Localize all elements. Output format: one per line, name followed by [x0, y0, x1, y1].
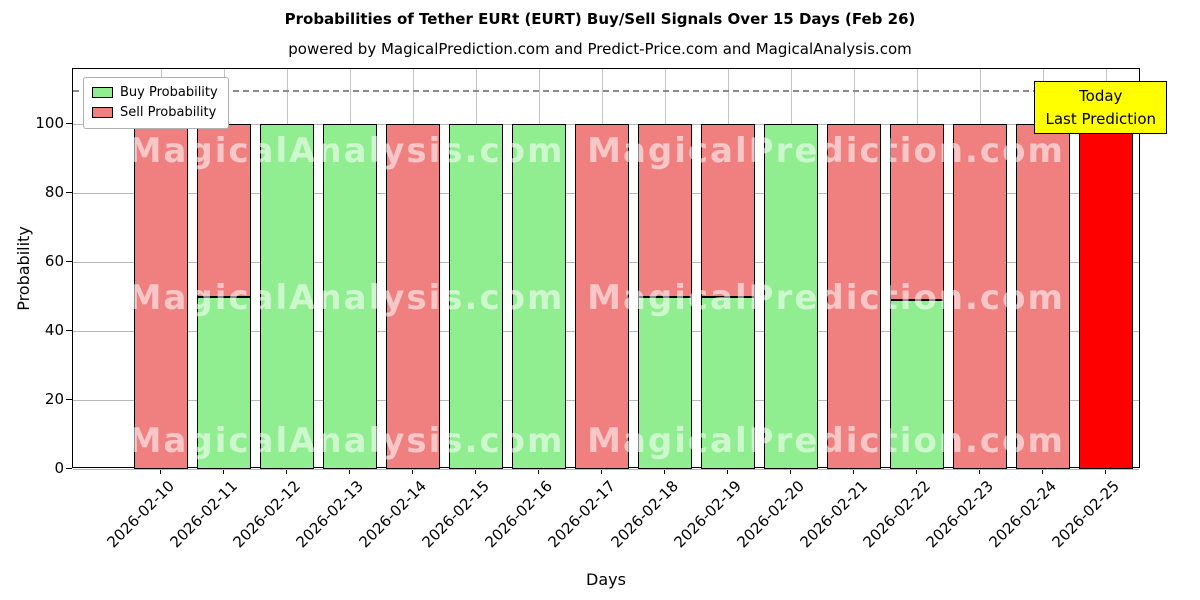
legend-label-sell: Sell Probability	[120, 105, 217, 120]
y-tick-label: 20	[44, 390, 64, 409]
today-annotation-line1: Today	[1079, 87, 1123, 105]
legend-swatch-sell-icon	[92, 107, 113, 118]
bar-sell-segment	[575, 124, 629, 469]
gridline-horizontal	[73, 469, 1139, 470]
legend: Buy Probability Sell Probability	[83, 77, 229, 129]
x-tick-label: 2026-02-22	[859, 477, 934, 552]
x-tick-label: 2026-02-25	[1048, 477, 1123, 552]
bar-sell-segment	[638, 124, 692, 297]
today-annotation: Today Last Prediction	[1034, 81, 1167, 134]
x-tick-mark	[790, 468, 791, 474]
watermark-text: MagicalAnalysis.com	[127, 421, 565, 461]
x-tick-mark	[601, 468, 602, 474]
bar-sell-segment	[197, 124, 251, 297]
watermark-text: MagicalAnalysis.com	[127, 131, 565, 171]
legend-item-sell: Sell Probability	[92, 105, 218, 120]
y-tick-mark	[66, 261, 72, 263]
watermark-text: MagicalPrediction.com	[587, 278, 1065, 318]
bar-buy-segment	[260, 124, 314, 469]
x-tick-label: 2026-02-19	[670, 477, 745, 552]
x-tick-mark	[1105, 468, 1106, 474]
bar-sell-segment	[953, 124, 1007, 469]
x-tick-label: 2026-02-23	[922, 477, 997, 552]
x-tick-mark	[349, 468, 350, 474]
legend-item-buy: Buy Probability	[92, 85, 218, 100]
y-tick-mark	[66, 468, 72, 469]
x-tick-label: 2026-02-13	[292, 477, 367, 552]
x-tick-label: 2026-02-24	[985, 477, 1060, 552]
x-tick-label: 2026-02-17	[544, 477, 619, 552]
x-tick-label: 2026-02-16	[481, 477, 556, 552]
threshold-dashed-line	[73, 89, 1139, 92]
x-tick-mark	[1042, 468, 1043, 474]
x-tick-mark	[664, 468, 665, 474]
bar-sell-segment	[386, 124, 440, 469]
y-tick-label: 0	[54, 459, 64, 477]
y-tick-label: 100	[35, 114, 64, 133]
watermark-text: MagicalAnalysis.com	[127, 278, 565, 318]
x-tick-label: 2026-02-14	[355, 477, 430, 552]
chart-title: Probabilities of Tether EURt (EURT) Buy/…	[284, 10, 916, 28]
bar-buy-segment	[638, 296, 692, 469]
plot-area: Buy Probability Sell Probability Today L…	[72, 68, 1167, 470]
chart-subtitle: powered by MagicalPrediction.com and Pre…	[288, 40, 912, 58]
y-tick-label: 80	[44, 183, 64, 202]
x-tick-mark	[286, 468, 287, 474]
bar-buy-segment	[449, 124, 503, 469]
x-tick-mark	[727, 468, 728, 474]
legend-swatch-buy-icon	[92, 87, 113, 98]
x-tick-mark	[412, 468, 413, 474]
x-axis-label: Days	[586, 570, 626, 589]
watermark-text: MagicalPrediction.com	[587, 421, 1065, 461]
bar-buy-segment	[701, 296, 755, 469]
bar-buy-segment	[323, 124, 377, 469]
x-tick-mark	[475, 468, 476, 474]
x-tick-mark	[160, 468, 161, 474]
bar-sell-segment	[890, 124, 944, 301]
y-tick-mark	[66, 399, 72, 401]
bar-buy-segment	[197, 296, 251, 469]
watermark-text: MagicalPrediction.com	[587, 131, 1065, 171]
bar-sell-segment	[827, 124, 881, 469]
y-tick-mark	[66, 123, 72, 125]
x-tick-label: 2026-02-11	[166, 477, 241, 552]
bar-buy-segment	[764, 124, 818, 469]
y-tick-label: 40	[44, 321, 64, 340]
x-tick-label: 2026-02-21	[796, 477, 871, 552]
bar-sell-segment	[1079, 124, 1133, 469]
x-tick-mark	[853, 468, 854, 474]
x-tick-label: 2026-02-18	[607, 477, 682, 552]
x-tick-mark	[916, 468, 917, 474]
legend-label-buy: Buy Probability	[120, 85, 218, 100]
bar-sell-segment	[701, 124, 755, 297]
bar-buy-segment	[890, 300, 944, 469]
y-tick-label: 60	[44, 252, 64, 271]
today-annotation-line2: Last Prediction	[1045, 109, 1156, 128]
x-tick-label: 2026-02-20	[733, 477, 808, 552]
y-tick-mark	[66, 330, 72, 332]
x-tick-label: 2026-02-15	[418, 477, 493, 552]
y-tick-mark	[66, 192, 72, 194]
x-tick-mark	[979, 468, 980, 474]
x-tick-label: 2026-02-12	[229, 477, 304, 552]
bar-buy-segment	[512, 124, 566, 469]
y-axis-label: Probability	[13, 225, 33, 311]
bar-sell-segment	[1016, 124, 1070, 469]
x-tick-mark	[223, 468, 224, 474]
x-tick-mark	[538, 468, 539, 474]
x-tick-label: 2026-02-10	[103, 477, 178, 552]
